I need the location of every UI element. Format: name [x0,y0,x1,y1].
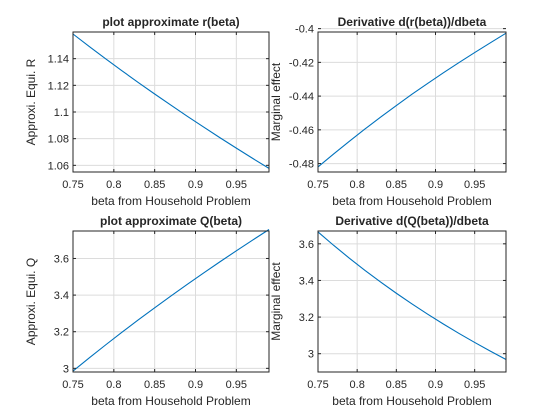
x-tick-label: 0.75 [62,379,83,391]
y-tick-label: 3.4 [299,275,314,287]
chart-title: plot approximate Q(beta) [100,214,242,228]
series-line [72,33,270,169]
y-axis-label: Approxi. Equi. Q [24,258,38,345]
x-axis-label: beta from Household Problem [91,394,250,408]
y-tick-label: -0.44 [289,91,314,103]
x-tick-label: 0.95 [226,379,247,391]
y-tick-label: 1.08 [48,134,69,146]
series-line [317,231,507,360]
x-tick-label: 0.8 [106,179,121,191]
chart-panel-4: 0.75 0.8 0.85 0.9 0.95 3 3.2 3.4 3.6 Derivative d… [269,214,507,408]
y-tick-label: -0.48 [289,159,314,171]
y-tick-label: 3 [63,363,69,375]
x-tick-label: 0.9 [188,179,203,191]
x-axis-label: beta from Household Problem [332,394,491,408]
x-tick-label: 0.85 [386,179,407,191]
x-tick-label: 0.85 [144,179,165,191]
chart-panel-3: 0.75 0.8 0.85 0.9 0.95 3 3.2 3.4 3.6 plot approxi… [24,214,270,408]
plot-area [317,230,507,373]
x-tick-label: 0.9 [188,379,203,391]
y-axis-label: Approxi. Equi. R [24,58,38,145]
y-tick-label: 3.2 [299,312,314,324]
y-axis-label: Marginal effect [269,62,283,141]
y-tick-label: -0.46 [289,125,314,137]
x-tick-label: 0.9 [428,179,443,191]
x-axis-label: beta from Household Problem [91,194,250,208]
plot-area [317,31,507,173]
y-tick-label: 3.6 [299,239,314,251]
x-tick-label: 0.75 [62,179,83,191]
series-line [317,32,507,168]
x-tick-label: 0.9 [428,379,443,391]
x-tick-label: 0.75 [307,179,328,191]
y-tick-label: 3.4 [54,290,69,302]
x-tick-label: 0.8 [350,379,365,391]
plot-area [72,31,270,173]
x-tick-label: 0.95 [464,179,485,191]
y-tick-label: 1.1 [54,107,69,119]
axes-frame [72,230,270,373]
x-tick-label: 0.85 [144,379,165,391]
x-tick-label: 0.95 [464,379,485,391]
y-tick-label: 3.2 [54,327,69,339]
y-tick-label: 3 [308,349,314,361]
series-line [72,229,270,372]
x-tick-label: 0.85 [386,379,407,391]
axes-frame [317,31,507,173]
y-tick-label: -0.42 [289,57,314,69]
chart-title: Derivative d(Q(beta))/dbeta [335,214,489,228]
chart-title: plot approximate r(beta) [102,15,239,29]
y-tick-label: 1.12 [48,80,69,92]
plot-area [72,230,270,373]
y-tick-label: 1.14 [48,54,69,66]
y-tick-label: 1.06 [48,160,69,172]
y-axis-label: Marginal effect [269,262,283,341]
axes-frame [317,230,507,373]
x-axis-label: beta from Household Problem [332,194,491,208]
chart-title: Derivative d(r(beta))/dbeta [338,15,487,29]
x-tick-label: 0.95 [226,179,247,191]
x-tick-label: 0.75 [307,379,328,391]
y-tick-label: 3.6 [54,253,69,265]
x-tick-label: 0.8 [350,179,365,191]
chart-panel-2: 0.75 0.8 0.85 0.9 0.95 -0.48 -0.46 -0.44 -0.42 -0… [269,15,507,208]
y-tick-label: -0.4 [295,24,314,36]
x-tick-label: 0.8 [106,379,121,391]
chart-panel-1: 0.75 0.8 0.85 0.9 0.95 1.06 1.08 1.1 1.12 1.14 plo… [24,15,270,208]
axes-frame [72,31,270,173]
